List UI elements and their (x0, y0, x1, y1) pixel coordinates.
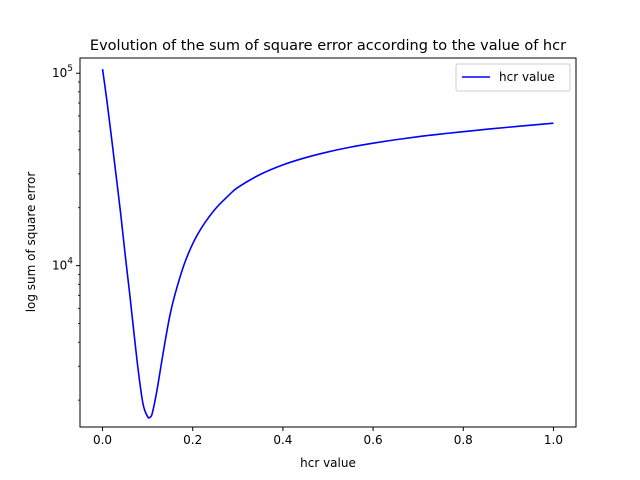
y-axis-label: log sum of square error (24, 172, 38, 313)
x-tick-label: 0.6 (364, 433, 383, 447)
x-tick-label: 0.4 (273, 433, 292, 447)
x-tick-label: 0.2 (183, 433, 202, 447)
series-line-hcr-value (101, 69, 554, 419)
y-tick-label: 105 (52, 64, 73, 80)
legend: hcr value (455, 63, 571, 92)
plot-frame (79, 57, 577, 428)
plot-area (80, 58, 576, 427)
x-tick-label: 0.8 (454, 433, 473, 447)
x-axis: 0.0 0.2 0.4 0.6 0.8 1.0 (93, 427, 563, 447)
plot-series-group (101, 69, 554, 419)
y-axis: 104 105 (52, 64, 80, 401)
legend-label-hcr-value: hcr value (499, 70, 555, 84)
x-tick-label: 1.0 (544, 433, 563, 447)
legend-box (455, 63, 571, 92)
x-tick-label: 0.0 (93, 433, 112, 447)
chart-title: Evolution of the sum of square error acc… (90, 38, 566, 54)
y-tick-label: 104 (52, 257, 73, 273)
x-axis-label: hcr value (300, 456, 356, 470)
